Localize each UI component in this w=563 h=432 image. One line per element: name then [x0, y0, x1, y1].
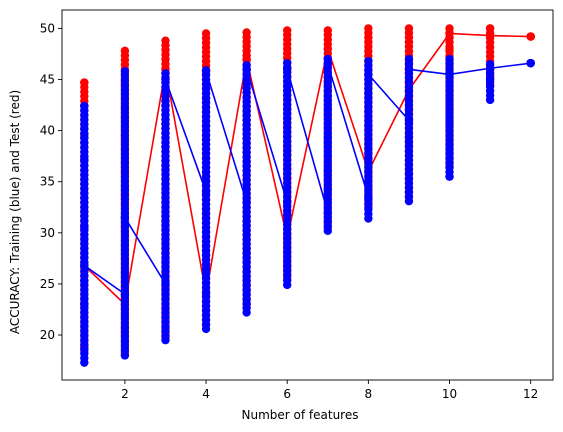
train-line-point	[283, 197, 292, 207]
test-point	[283, 26, 292, 35]
train-point	[445, 172, 454, 181]
test-point	[161, 36, 170, 45]
test-point	[120, 46, 130, 56]
train-point	[80, 155, 89, 164]
test-point	[201, 29, 211, 38]
train-line-point	[80, 101, 89, 111]
train-series-line	[83, 62, 531, 296]
test-point	[404, 24, 414, 33]
train-line-point	[201, 187, 211, 197]
x-tick-label: 12	[523, 387, 538, 401]
y-tick-label: 20	[40, 328, 55, 342]
axes: 2 4 6 8 10 12 20 25 30 35 40 45 50	[40, 9, 554, 401]
y-tick-label: 50	[40, 21, 55, 35]
train-point	[80, 223, 89, 232]
x-tick-label: 10	[442, 387, 457, 401]
train-line-point	[80, 261, 89, 270]
train-line-point	[526, 58, 535, 68]
x-tick-label: 8	[365, 387, 373, 401]
y-tick-label: 30	[40, 226, 55, 240]
train-line-point	[323, 208, 332, 217]
train-line-point	[364, 70, 373, 79]
train-line-point	[404, 116, 414, 125]
train-line-point	[120, 213, 130, 222]
test-line-point	[242, 54, 251, 64]
test-line-point	[445, 29, 454, 38]
train-line-point	[201, 67, 211, 76]
train-line-point	[485, 64, 495, 73]
train-point	[445, 54, 454, 64]
train-line-point	[120, 289, 130, 299]
test-point	[445, 44, 454, 54]
train-line-point	[242, 65, 251, 74]
x-tick-label: 2	[121, 387, 129, 401]
x-tick-label: 4	[202, 387, 210, 401]
y-tick-label: 40	[40, 124, 55, 138]
x-axis-label: Number of features	[242, 408, 359, 422]
train-point	[80, 276, 89, 286]
train-line-point	[283, 65, 292, 74]
test-line-point	[526, 32, 535, 41]
train-line-point	[323, 59, 332, 69]
plot-area	[80, 24, 535, 367]
train-line-point	[161, 75, 170, 84]
train-line-point	[242, 197, 251, 207]
test-point	[364, 24, 373, 33]
train-point	[283, 58, 292, 68]
test-point	[242, 28, 251, 37]
test-point	[80, 78, 89, 87]
train-point	[80, 300, 89, 309]
x-tick-label: 6	[283, 387, 291, 401]
train-line-point	[364, 192, 373, 202]
train-line-point	[404, 65, 414, 74]
train-point	[120, 67, 130, 76]
train-line-point	[161, 279, 170, 289]
train-point	[161, 69, 170, 78]
y-axis-label: ACCURACY: Training (blue) and Test (red)	[8, 90, 22, 334]
y-tick-label: 45	[40, 73, 55, 87]
y-tick-label: 35	[40, 175, 55, 189]
y-tick-label: 25	[40, 277, 55, 291]
train-line-point	[445, 70, 454, 79]
train-point	[485, 75, 495, 84]
train-point	[404, 54, 414, 64]
test-point	[485, 24, 495, 33]
test-line-point	[323, 44, 332, 54]
test-line-point	[485, 31, 495, 40]
test-point	[323, 26, 332, 35]
train-point	[364, 56, 373, 66]
test-series-line	[83, 32, 531, 306]
axes-frame	[61, 9, 554, 381]
